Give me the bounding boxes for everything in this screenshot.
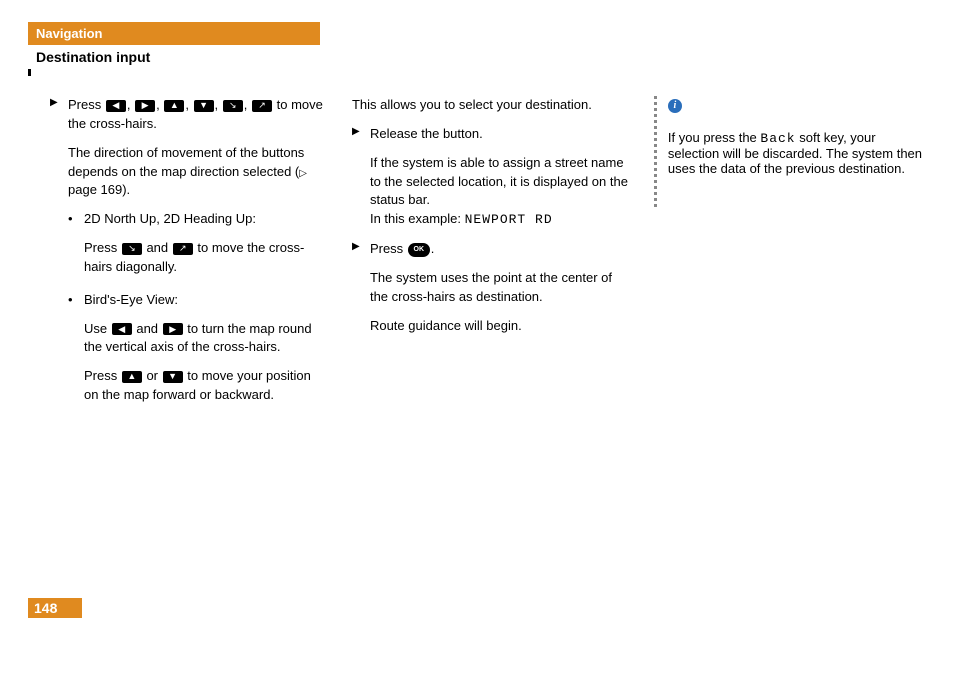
step-marker-icon: ▶ [352, 240, 370, 345]
right-key-icon: ▶ [163, 323, 183, 335]
text: , [244, 97, 251, 112]
column-2: This allows you to select your destinati… [352, 96, 630, 588]
para: If the system is able to assign a street… [370, 154, 630, 230]
text: , [215, 97, 222, 112]
left-key-icon: ◀ [106, 100, 126, 112]
para: Press OK. [370, 240, 630, 259]
step-body: Release the button. If the system is abl… [370, 125, 630, 240]
text: Press [68, 97, 105, 112]
diag-dl-key-icon: ↘ [122, 243, 142, 255]
text: The direction of movement of the buttons… [68, 145, 304, 179]
para: If you press the Back soft key, your sel… [668, 130, 926, 176]
text: , [156, 97, 163, 112]
step-marker-icon: ▶ [50, 96, 68, 415]
text: If you press the [668, 130, 761, 145]
text: Press [84, 240, 121, 255]
softkey-back: Back [760, 131, 795, 146]
para: Press ◀, ▶, ▲, ▼, ↘, ↗ to move the cross… [68, 96, 328, 134]
content-columns: ▶ Press ◀, ▶, ▲, ▼, ↘, ↗ to move the cro… [50, 96, 926, 588]
up-key-icon: ▲ [164, 100, 184, 112]
step-item: ▶ Press OK. The system uses the point at… [352, 240, 630, 345]
column-3-info: i If you press the Back soft key, your s… [654, 96, 926, 588]
text: . [431, 241, 435, 256]
bullet-icon: • [68, 291, 84, 415]
text: , [185, 97, 192, 112]
example-text: NEWPORT RD [465, 212, 553, 227]
section-title: Destination input [28, 45, 926, 69]
text: , [127, 97, 134, 112]
para: Bird's-Eye View: [84, 291, 328, 310]
para: The direction of movement of the buttons… [68, 144, 328, 201]
para: Route guidance will begin. [370, 317, 630, 336]
step-item: ▶ Release the button. If the system is a… [352, 125, 630, 240]
text: and [133, 321, 162, 336]
para: This allows you to select your destinati… [352, 96, 630, 115]
step-body: Press ◀, ▶, ▲, ▼, ↘, ↗ to move the cross… [68, 96, 328, 415]
bullet-body: Bird's-Eye View: Use ◀ and ▶ to turn the… [84, 291, 328, 415]
text: Press [84, 368, 121, 383]
para: The system uses the point at the center … [370, 269, 630, 307]
step-item: ▶ Press ◀, ▶, ▲, ▼, ↘, ↗ to move the cro… [50, 96, 328, 415]
page-ref-icon: ▷ [299, 168, 307, 179]
text: or [143, 368, 162, 383]
diag-ur-key-icon: ↗ [252, 100, 272, 112]
page-header: Navigation Destination input [28, 22, 926, 69]
bullet-body: 2D North Up, 2D Heading Up: Press ↘ and … [84, 210, 328, 287]
bullet-item: • 2D North Up, 2D Heading Up: Press ↘ an… [68, 210, 328, 287]
down-key-icon: ▼ [163, 371, 183, 383]
info-icon: i [668, 99, 682, 113]
text: In this example: [370, 211, 465, 226]
chapter-title: Navigation [28, 22, 320, 45]
para: 2D North Up, 2D Heading Up: [84, 210, 328, 229]
page-number: 148 [28, 598, 82, 618]
left-key-icon: ◀ [112, 323, 132, 335]
text: Press [370, 241, 407, 256]
column-1: ▶ Press ◀, ▶, ▲, ▼, ↘, ↗ to move the cro… [50, 96, 328, 588]
step-marker-icon: ▶ [352, 125, 370, 240]
para: Press ↘ and ↗ to move the cross-hairs di… [84, 239, 328, 277]
text: Use [84, 321, 111, 336]
info-sidebar-dash [654, 96, 657, 208]
step-body: Press OK. The system uses the point at t… [370, 240, 630, 345]
diag-dl-key-icon: ↘ [223, 100, 243, 112]
text: and [143, 240, 172, 255]
text: If the system is able to assign a street… [370, 155, 628, 208]
bullet-item: • Bird's-Eye View: Use ◀ and ▶ to turn t… [68, 291, 328, 415]
ok-key-icon: OK [408, 243, 430, 257]
text: page 169). [68, 182, 130, 197]
up-key-icon: ▲ [122, 371, 142, 383]
para: Use ◀ and ▶ to turn the map round the ve… [84, 320, 328, 358]
diag-ur-key-icon: ↗ [173, 243, 193, 255]
bullet-icon: • [68, 210, 84, 287]
para: Press ▲ or ▼ to move your position on th… [84, 367, 328, 405]
down-key-icon: ▼ [194, 100, 214, 112]
para: Release the button. [370, 125, 630, 144]
right-key-icon: ▶ [135, 100, 155, 112]
